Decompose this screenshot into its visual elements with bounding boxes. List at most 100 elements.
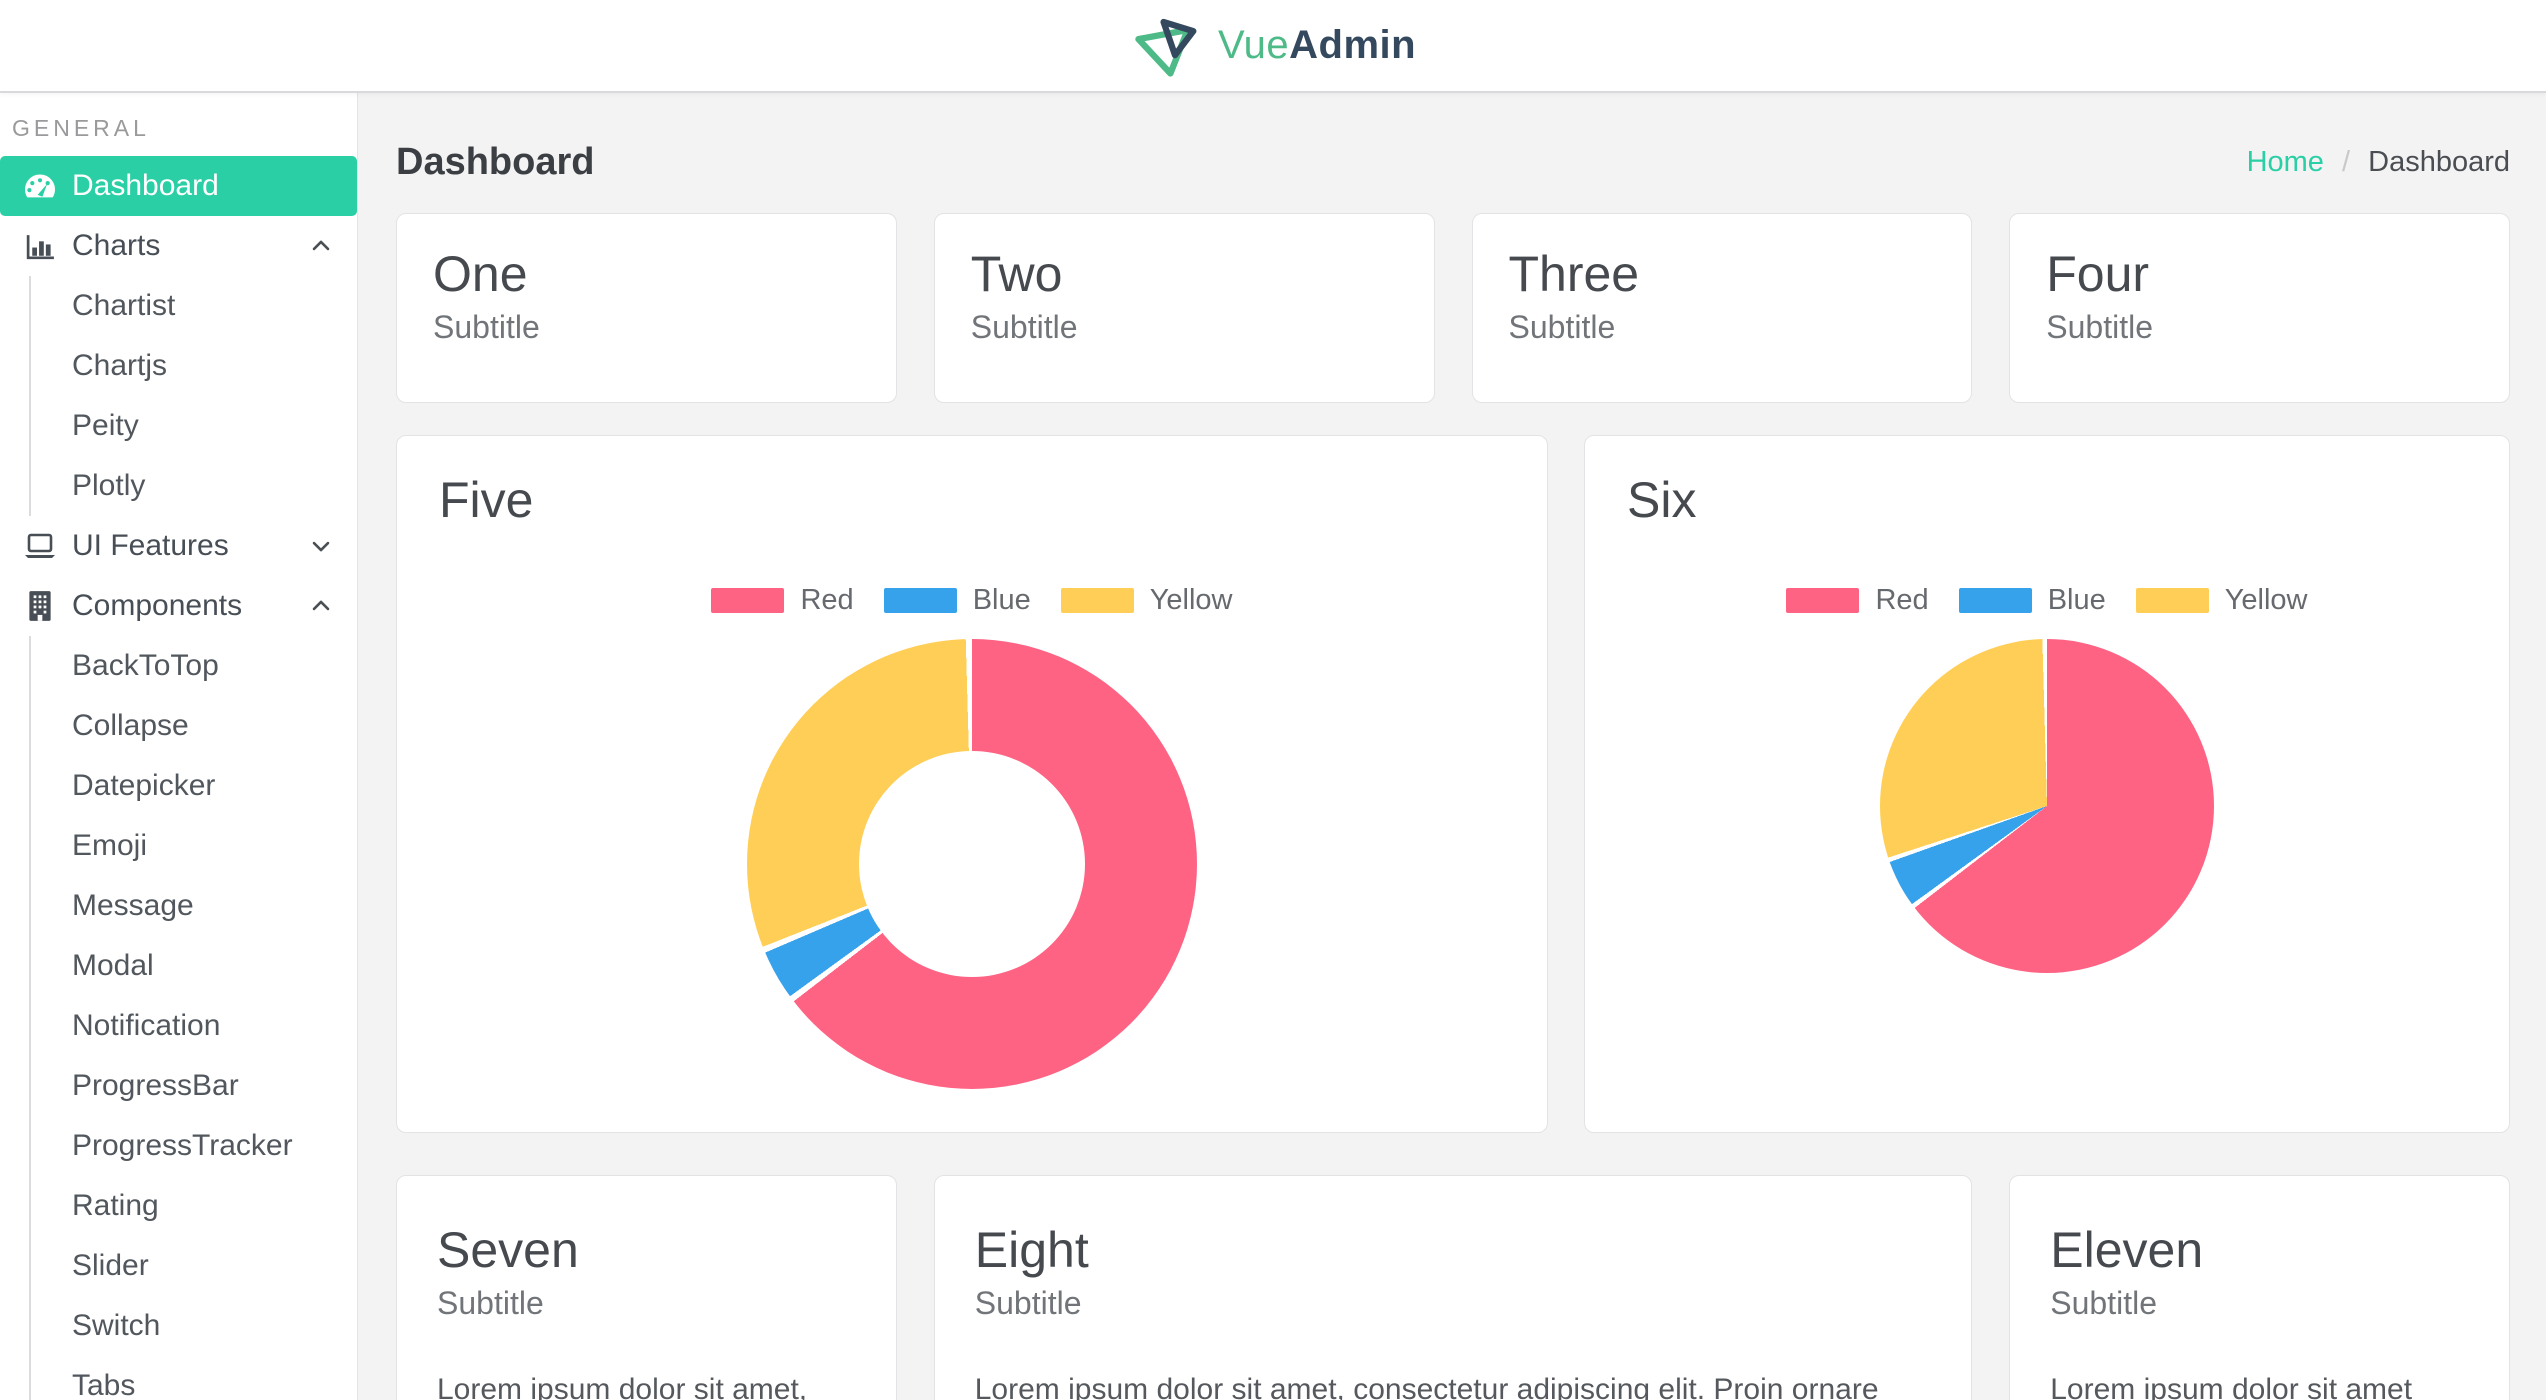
chart-legend: Red Blue Yellow xyxy=(1627,584,2467,617)
chart-card-six: Six Red Blue Yellow xyxy=(1584,435,2510,1133)
card-title: Three xyxy=(1508,246,1640,302)
sidebar-subitem-plotly[interactable]: Plotly xyxy=(72,469,146,502)
chart-card-row: Five Red Blue Yellow Six Red Blue Yellow xyxy=(396,435,2510,1133)
sidebar-item-dashboard[interactable]: Dashboard xyxy=(0,156,357,216)
sidebar-item-label: Components xyxy=(72,589,243,622)
chart-area xyxy=(439,638,1505,1097)
sidebar-subitem-modal[interactable]: Modal xyxy=(72,949,154,982)
chart-area xyxy=(1627,638,2467,1097)
stat-card-four: Four Subtitle xyxy=(2009,213,2510,403)
text-card-row: Seven Subtitle Lorem ipsum dolor sit ame… xyxy=(396,1175,2510,1400)
legend-label: Yellow xyxy=(2224,583,2308,616)
page-title: Dashboard xyxy=(396,140,595,183)
card-body-text: Lorem ipsum dolor sit amet, consectetur … xyxy=(974,1372,1879,1400)
brand-name-secondary: Admin xyxy=(1289,23,1417,67)
sidebar-subitem-backtotop[interactable]: BackToTop xyxy=(72,649,219,682)
sidebar-subitem-chartjs[interactable]: Chartjs xyxy=(72,349,168,382)
sidebar-subitem-progressbar[interactable]: ProgressBar xyxy=(72,1069,239,1102)
card-title: Eleven xyxy=(2050,1222,2204,1278)
brand-name-primary: Vue xyxy=(1217,23,1290,67)
legend-swatch xyxy=(883,587,957,613)
card-title: Two xyxy=(970,246,1063,302)
legend-swatch xyxy=(1786,587,1860,613)
sidebar-subitem-rating[interactable]: Rating xyxy=(72,1189,159,1222)
card-body-text: Lorem ipsum dolor sit amet, xyxy=(437,1372,808,1400)
chart-card-five: Five Red Blue Yellow xyxy=(396,435,1548,1133)
legend-swatch xyxy=(1060,587,1134,613)
app-header: VueAdmin xyxy=(0,0,2546,93)
card-subtitle: Subtitle xyxy=(974,1284,1082,1321)
text-card-eight: Eight Subtitle Lorem ipsum dolor sit ame… xyxy=(933,1175,1973,1400)
legend-label: Red xyxy=(800,583,854,616)
sidebar-subitem-chartist[interactable]: Chartist xyxy=(72,289,176,322)
sidebar-item-ui-features[interactable]: UI Features xyxy=(0,516,357,576)
sidebar-subitem-datepicker[interactable]: Datepicker xyxy=(72,769,216,802)
sidebar-subitem-tabs[interactable]: Tabs xyxy=(72,1369,136,1400)
building-icon xyxy=(22,589,58,623)
chevron-up-icon xyxy=(312,600,330,611)
legend-item-blue[interactable]: Blue xyxy=(883,583,1031,617)
sidebar-item-label: UI Features xyxy=(72,529,229,562)
card-body-text: Lorem ipsum dolor sit amet xyxy=(2050,1372,2413,1400)
sidebar-item-components[interactable]: Components xyxy=(0,576,357,636)
main-content: Dashboard Home / Dashboard One Subtitle … xyxy=(358,93,2546,1400)
breadcrumb: Home / Dashboard xyxy=(2247,146,2510,179)
legend-item-yellow[interactable]: Yellow xyxy=(2135,583,2308,617)
brand-logo-icon xyxy=(1135,18,1197,77)
sidebar-item-label: Dashboard xyxy=(72,169,219,202)
doughnut-chart[interactable] xyxy=(747,638,1197,1089)
legend-label: Yellow xyxy=(1149,583,1233,616)
legend-item-yellow[interactable]: Yellow xyxy=(1060,583,1233,617)
submenu-charts: Chartist Chartjs Peity Plotly xyxy=(29,276,357,516)
legend-item-blue[interactable]: Blue xyxy=(1958,583,2106,617)
bar-chart-icon xyxy=(22,230,58,263)
sidebar-subitem-collapse[interactable]: Collapse xyxy=(72,709,189,742)
legend-swatch xyxy=(1958,587,2032,613)
breadcrumb-current: Dashboard xyxy=(2368,145,2510,178)
sidebar-item-charts[interactable]: Charts xyxy=(0,216,357,276)
stat-card-row: One Subtitle Two Subtitle Three Subtitle… xyxy=(396,213,2510,403)
legend-item-red[interactable]: Red xyxy=(711,583,854,617)
legend-label: Blue xyxy=(972,583,1031,616)
stat-card-two: Two Subtitle xyxy=(933,213,1435,403)
card-title: Seven xyxy=(437,1222,579,1278)
card-subtitle: Subtitle xyxy=(437,1284,544,1321)
brand-logo[interactable]: VueAdmin xyxy=(1130,14,1416,78)
legend-swatch xyxy=(2135,587,2209,613)
sidebar-subitem-message[interactable]: Message xyxy=(72,889,194,922)
sidebar: GENERAL Dashboard xyxy=(0,93,358,1400)
chevron-down-icon xyxy=(312,541,330,552)
sidebar-section-label: GENERAL xyxy=(12,115,150,141)
sidebar-subitem-emoji[interactable]: Emoji xyxy=(72,829,148,862)
gauge-icon xyxy=(22,171,58,202)
card-subtitle: Subtitle xyxy=(433,308,540,345)
breadcrumb-home-link[interactable]: Home xyxy=(2246,145,2324,178)
legend-label: Red xyxy=(1875,583,1929,616)
sidebar-subitem-peity[interactable]: Peity xyxy=(72,409,139,442)
breadcrumb-separator: / xyxy=(2342,145,2351,178)
sidebar-item-label: Charts xyxy=(72,229,161,262)
stat-card-one: One Subtitle xyxy=(396,213,897,403)
legend-item-red[interactable]: Red xyxy=(1786,583,1929,617)
legend-label: Blue xyxy=(2047,583,2106,616)
sidebar-subitem-progresstracker[interactable]: ProgressTracker xyxy=(72,1129,293,1162)
submenu-components: BackToTop Collapse Datepicker Emoji Mess… xyxy=(29,636,357,1400)
card-title: Four xyxy=(2046,246,2150,302)
laptop-icon xyxy=(22,531,58,561)
sidebar-subitem-switch[interactable]: Switch xyxy=(72,1309,161,1342)
text-card-eleven: Eleven Subtitle Lorem ipsum dolor sit am… xyxy=(2009,1175,2510,1400)
card-title: Five xyxy=(439,472,534,528)
card-title: Six xyxy=(1627,472,1697,528)
chart-legend: Red Blue Yellow xyxy=(439,584,1505,617)
card-title: One xyxy=(433,246,528,302)
sidebar-subitem-slider[interactable]: Slider xyxy=(72,1249,149,1282)
sidebar-subitem-notification[interactable]: Notification xyxy=(72,1009,221,1042)
legend-swatch xyxy=(711,587,785,613)
page-head: Dashboard Home / Dashboard xyxy=(396,133,2510,191)
card-title: Eight xyxy=(974,1222,1089,1278)
stat-card-three: Three Subtitle xyxy=(1471,213,1973,403)
card-subtitle: Subtitle xyxy=(1508,308,1616,345)
doughnut-hole xyxy=(859,750,1085,977)
text-card-seven: Seven Subtitle Lorem ipsum dolor sit ame… xyxy=(396,1175,897,1400)
pie-chart[interactable] xyxy=(1880,638,2214,973)
